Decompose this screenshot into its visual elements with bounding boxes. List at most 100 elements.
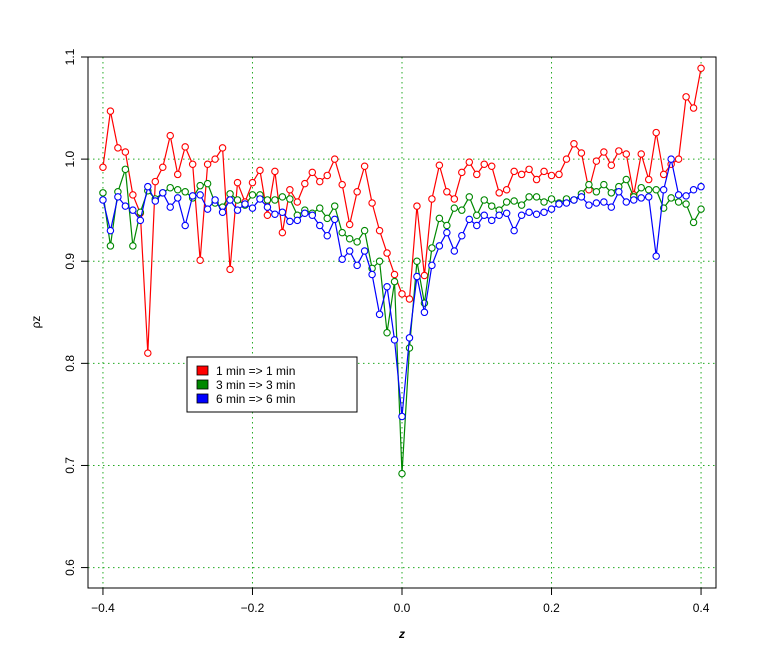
series-2-point-11 (181, 188, 189, 196)
series-3-point-64 (577, 193, 586, 201)
series-2-point-46 (443, 221, 451, 230)
series-3-point-34 (353, 261, 361, 270)
series-3-point-25 (286, 217, 294, 226)
series-1-point-66 (592, 157, 601, 165)
series-3-point-29 (316, 221, 324, 230)
series-1-point-0 (99, 163, 107, 172)
legend: 1 min => 1 min 3 min => 3 min 6 min => 6… (186, 356, 358, 413)
series-3-point-31 (330, 215, 339, 224)
series-1-point-36 (368, 199, 376, 207)
series-2-point-35 (360, 226, 369, 235)
series-1-point-49 (465, 158, 474, 166)
series-1-point-6 (144, 349, 152, 357)
series-3-point-43 (420, 308, 429, 317)
series-1-point-26 (293, 198, 302, 206)
series-3-point-12 (188, 192, 197, 200)
series-1-point-45 (435, 161, 444, 169)
series-2-point-14 (203, 179, 212, 188)
series-3-point-62 (562, 199, 571, 207)
series-2-point-49 (465, 193, 474, 201)
series-3-point-6 (144, 182, 152, 191)
series-1-point-20 (248, 178, 257, 187)
series-1-point-3 (121, 148, 130, 156)
series-3-point-37 (375, 310, 384, 319)
series-1-point-14 (203, 160, 212, 168)
series-1-point-9 (166, 131, 174, 140)
series-1-point-13 (196, 256, 204, 264)
series-1-point-46 (443, 188, 451, 196)
legend-swatch-2 (196, 379, 209, 390)
series-2-point-40 (398, 469, 406, 478)
series-1-point-52 (487, 162, 496, 171)
series-1-point-77 (674, 155, 683, 163)
series-2-point-24 (278, 193, 287, 201)
series-1-point-48 (458, 168, 466, 177)
series-3-point-59 (540, 208, 548, 216)
series-3-point-9 (166, 203, 174, 211)
series-1-point-42 (413, 202, 421, 210)
series-3-point-30 (323, 231, 331, 240)
series-2-point-73 (644, 186, 653, 194)
series-3-point-36 (368, 270, 376, 279)
series-3-point-52 (487, 216, 496, 225)
series-1-point-28 (308, 168, 317, 177)
series-3-point-40 (398, 412, 406, 421)
series-2-point-65 (585, 180, 593, 189)
series-1-point-68 (607, 161, 616, 169)
series-3-point-72 (637, 194, 645, 202)
series-2-point-67 (600, 180, 608, 189)
series-1-point-60 (547, 171, 556, 180)
series-2-point-78 (682, 200, 690, 208)
series-2-point-13 (196, 181, 204, 190)
series-3-point-2 (114, 193, 122, 201)
series-2-point-66 (592, 188, 601, 196)
series-3-point-33 (345, 247, 354, 255)
series-1-point-70 (622, 150, 631, 158)
series-3-point-63 (570, 196, 578, 204)
x-tick-label-0: −0.4 (91, 601, 115, 615)
series-1-point-39 (390, 270, 399, 279)
series-3-point-45 (435, 242, 444, 250)
series-1-point-2 (114, 144, 122, 152)
series-1-point-80 (697, 64, 705, 72)
series-1-point-8 (159, 163, 167, 172)
series-3-point-3 (121, 202, 130, 210)
series-2-point-3 (121, 165, 130, 174)
x-tick-label-3: 0.2 (543, 601, 560, 615)
series-3-point-60 (547, 205, 556, 213)
series-1-point-24 (278, 228, 287, 237)
series-1-point-32 (338, 180, 346, 189)
series-2-point-29 (316, 204, 324, 212)
series-3-point-54 (502, 209, 511, 217)
series-2-point-50 (473, 211, 481, 220)
series-1-point-47 (450, 195, 459, 203)
series-2-point-44 (428, 244, 436, 252)
series-3-point-32 (338, 255, 346, 263)
series-3-point-8 (159, 189, 167, 197)
series-2-point-54 (502, 198, 511, 206)
series-3-point-17 (226, 196, 234, 204)
series-1-point-62 (562, 155, 571, 163)
series-1-point-57 (525, 165, 533, 174)
series-1-point-29 (316, 177, 324, 186)
series-1-point-51 (480, 160, 488, 168)
series-2-point-48 (458, 206, 466, 214)
series-2-point-41 (405, 344, 414, 352)
series-1-point-37 (375, 226, 384, 235)
series-1-point-11 (181, 143, 189, 151)
series-2-point-45 (435, 214, 444, 223)
series-3-point-78 (682, 192, 690, 200)
series-2-point-17 (226, 190, 234, 198)
series-2-point-74 (652, 186, 660, 194)
series-3-point-19 (241, 200, 249, 208)
series-2-point-23 (271, 196, 279, 204)
series-3-point-79 (689, 186, 698, 194)
series-2 (99, 165, 705, 478)
series-1-point-22 (263, 211, 272, 220)
series-1-point-58 (532, 175, 541, 184)
series-1-point-74 (652, 128, 660, 137)
series-2-point-9 (166, 183, 174, 192)
series-1-point-1 (106, 107, 115, 115)
series-3-point-7 (151, 197, 160, 205)
series-3-point-13 (196, 191, 204, 199)
